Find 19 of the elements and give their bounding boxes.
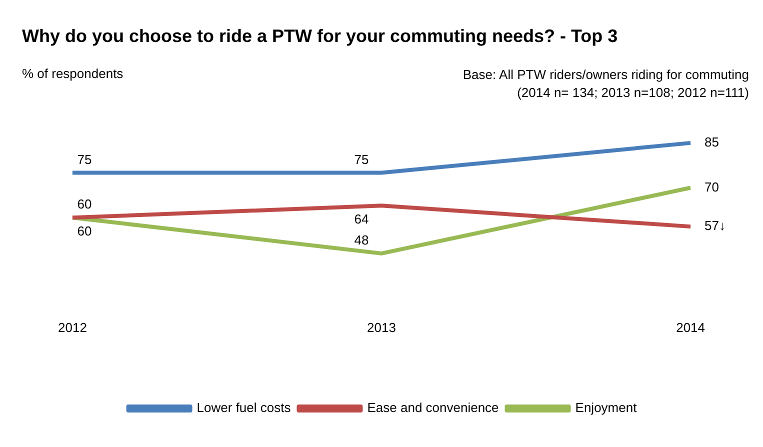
legend-label: Enjoyment — [575, 400, 638, 416]
data-label: 70 — [704, 179, 720, 194]
text: (2014 n= 134; 2013 n=108; 2012 n=111) — [516, 84, 749, 102]
legend-label: Ease and convenience — [367, 400, 499, 416]
text: Base: All PTW riders/owners riding for commuting — [462, 66, 749, 84]
data-label: 57↓ — [704, 218, 726, 234]
legend-label: Lower fuel costs — [196, 400, 292, 416]
chart-title: Why do you choose to ride a PTW for your commuting needs? - Top 3 — [22, 26, 618, 47]
data-label: 75 — [354, 152, 369, 167]
data-label: 48 — [354, 232, 369, 248]
data-label: 60 — [77, 224, 92, 239]
text: % of respondents — [22, 66, 124, 81]
x-tick-label: 2014 — [676, 320, 705, 335]
data-label: 75 — [77, 152, 92, 167]
data-label: 64 — [354, 212, 369, 227]
x-tick-label: 2012 — [58, 320, 87, 335]
data-label: 85 — [704, 134, 720, 150]
data-label: 60 — [77, 196, 92, 212]
x-tick-label: 2013 — [367, 320, 396, 335]
